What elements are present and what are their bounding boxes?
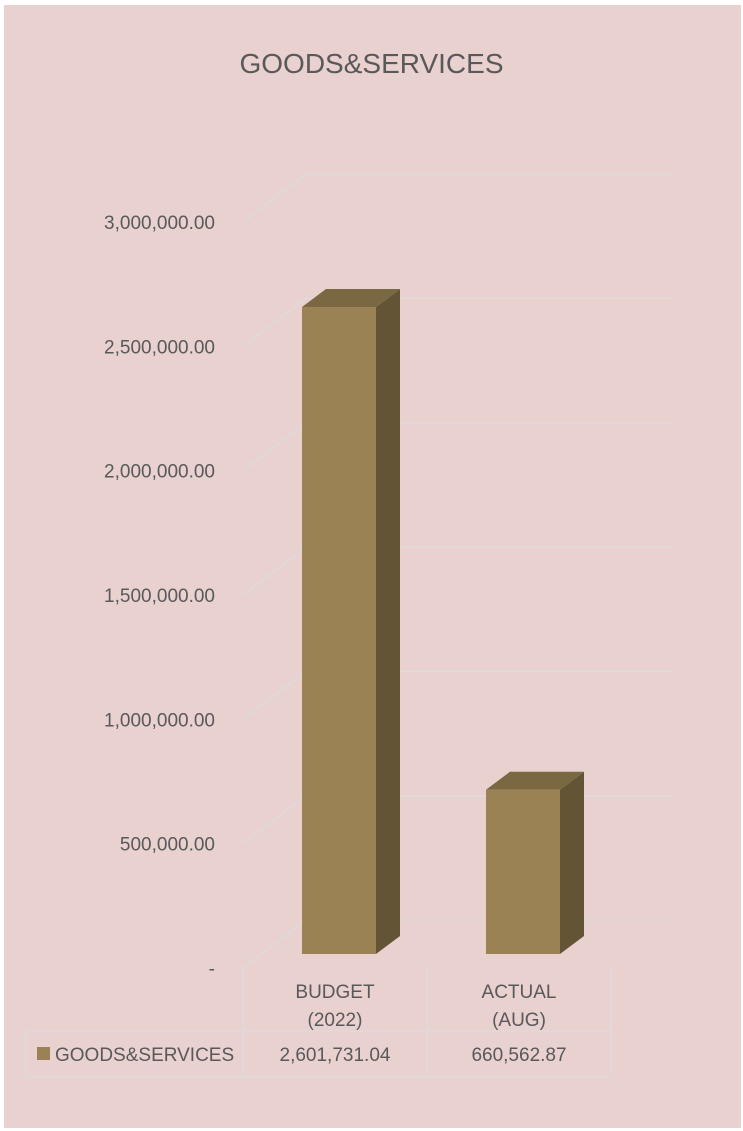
bar bbox=[302, 307, 376, 954]
data-label: 2,601,731.04 bbox=[280, 1045, 391, 1066]
bar bbox=[486, 789, 560, 954]
y-tick-label: 2,500,000.00 bbox=[104, 337, 215, 358]
gridline-diagonal bbox=[242, 297, 307, 347]
bar-side bbox=[376, 289, 400, 954]
gridline-diagonal bbox=[242, 546, 307, 596]
x-tick-label: (AUG) bbox=[492, 1010, 546, 1031]
gridline-diagonal bbox=[242, 795, 307, 845]
legend-label: GOODS&SERVICES bbox=[55, 1045, 234, 1066]
gridline-diagonal bbox=[242, 670, 307, 720]
gridline-diagonal bbox=[242, 919, 307, 969]
y-tick-label: 1,000,000.00 bbox=[104, 710, 215, 731]
data-label: 660,562.87 bbox=[471, 1045, 566, 1066]
y-tick-label: 3,000,000.00 bbox=[104, 213, 215, 234]
gridline-diagonal bbox=[242, 422, 307, 472]
bar-top bbox=[486, 771, 584, 790]
chart-title: GOODS&SERVICES bbox=[239, 48, 504, 79]
x-tick-label: BUDGET bbox=[295, 982, 375, 1003]
y-tick-label: 500,000.00 bbox=[120, 835, 215, 856]
bar-top bbox=[302, 289, 400, 308]
x-tick-label: (2022) bbox=[308, 1010, 363, 1031]
y-tick-label: - bbox=[209, 959, 215, 980]
gridline-diagonal bbox=[242, 173, 307, 223]
y-tick-label: 1,500,000.00 bbox=[104, 586, 215, 607]
x-tick-label: ACTUAL bbox=[482, 982, 557, 1003]
y-tick-label: 2,000,000.00 bbox=[104, 462, 215, 483]
legend-swatch bbox=[37, 1047, 50, 1060]
bar-side bbox=[560, 771, 584, 954]
